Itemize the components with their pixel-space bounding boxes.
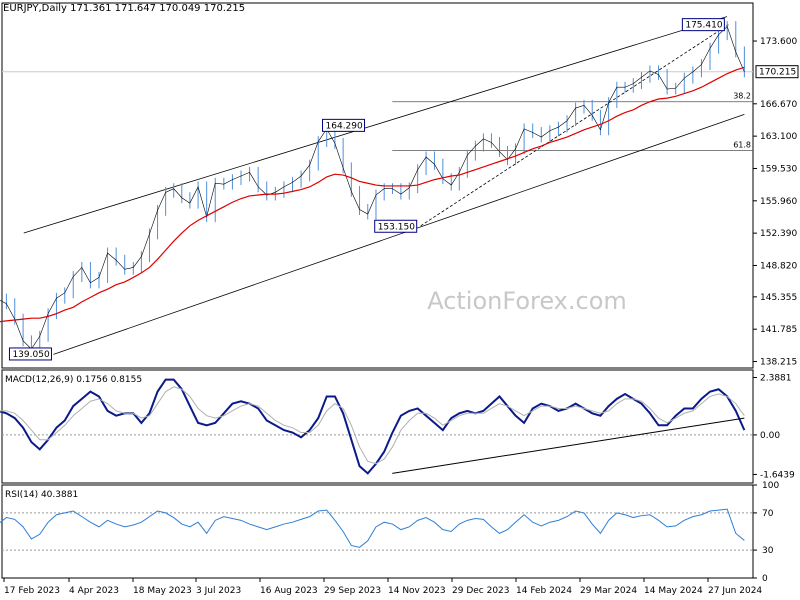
price-axis-label: 138.215: [760, 358, 797, 368]
channel-line: [23, 16, 728, 234]
date-axis-label: 14 Nov 2023: [388, 586, 446, 596]
current-price-tag: [755, 65, 799, 79]
macd-axis-label: 0.00: [760, 431, 780, 441]
fib-level-label: 61.8: [733, 141, 751, 150]
price-axis-label: 159.530: [760, 164, 797, 174]
price-axis-label: 145.355: [760, 293, 797, 303]
annotation-box: [8, 347, 52, 361]
date-axis-label: 14 May 2024: [644, 586, 703, 596]
rsi-axis-label: 30: [762, 546, 774, 556]
date-axis-label: 18 May 2023: [133, 586, 192, 596]
macd-panel-frame: [1, 369, 754, 484]
price-axis-label: 163.100: [760, 132, 797, 142]
macd-trend-line: [392, 417, 745, 474]
price-close-line: [0, 26, 745, 350]
price-axis-label: 152.390: [760, 229, 797, 239]
rsi-axis-label: 100: [762, 481, 779, 491]
fib-level-label: 38.2: [733, 92, 751, 101]
date-axis-label: 29 Sep 2023: [324, 586, 381, 596]
macd-line: [0, 378, 746, 475]
symbol-label: EURJPY,Daily: [3, 3, 67, 14]
date-axis-label: 29 Mar 2024: [580, 586, 637, 596]
annotation-label: 153.150: [378, 222, 415, 232]
ohlc-values: 171.361 171.647 170.049 170.215: [70, 3, 246, 14]
macd-axis-label: 2.3881: [760, 373, 792, 383]
date-axis-label: 27 Jun 2024: [708, 586, 762, 596]
price-axis-label: 166.670: [760, 100, 797, 110]
price-axis-label: 141.785: [760, 325, 797, 335]
price-panel-frame: [1, 2, 754, 369]
date-axis-label: 3 Jul 2023: [196, 586, 241, 596]
rsi-axis-label: 0: [762, 574, 768, 584]
date-axis-label: 29 Dec 2023: [452, 586, 510, 596]
price-axis-label: 148.820: [760, 261, 797, 271]
rsi-line: [0, 508, 745, 548]
price-axis-label: 155.960: [760, 197, 797, 207]
date-axis-label: 4 Apr 2023: [69, 586, 119, 596]
price-axis-label: 173.600: [760, 37, 797, 47]
annotation-label: 175.410: [685, 21, 722, 31]
channel-line: [53, 114, 745, 355]
annotation-box: [681, 18, 725, 32]
moving-average-line: [0, 66, 745, 323]
annotation-label: 164.290: [326, 121, 363, 131]
macd-title: MACD(12,26,9) 0.1756 0.8155: [5, 375, 142, 385]
date-axis-label: 16 Aug 2023: [260, 586, 318, 596]
rsi-axis-label: 70: [762, 509, 774, 519]
rsi-title: RSI(14) 40.3881: [5, 490, 78, 500]
signal-line: [0, 386, 745, 465]
watermark: ActionForex.com: [427, 287, 627, 315]
chart-header: EURJPY,Daily 171.361 171.647 170.049 170…: [3, 3, 245, 14]
annotation-box: [322, 118, 366, 132]
annotation-box: [374, 219, 418, 233]
inner-trend-line: [420, 24, 729, 227]
annotation-label: 139.050: [12, 350, 49, 360]
rsi-panel-frame: [1, 484, 754, 579]
current-price-tag-label: 170.215: [759, 68, 796, 78]
date-axis-label: 17 Feb 2023: [4, 586, 60, 596]
date-axis-label: 14 Feb 2024: [516, 586, 572, 596]
macd-axis-label: -1.6439: [760, 470, 795, 480]
